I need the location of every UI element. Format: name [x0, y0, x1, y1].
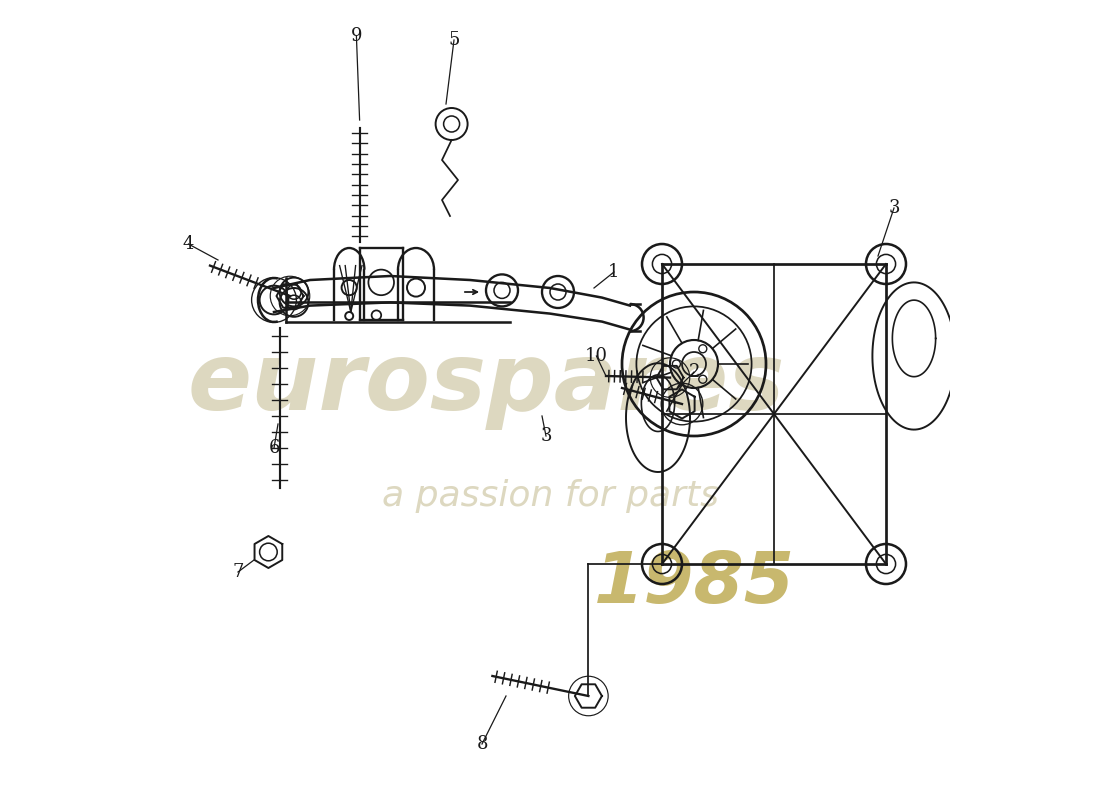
Text: 8: 8	[476, 735, 487, 753]
Text: a passion for parts: a passion for parts	[382, 479, 718, 513]
Text: 1985: 1985	[594, 550, 794, 618]
Text: 9: 9	[351, 27, 362, 45]
Text: 2: 2	[689, 363, 700, 381]
Text: eurospares: eurospares	[187, 338, 784, 430]
Text: 3: 3	[889, 199, 900, 217]
Text: 10: 10	[585, 347, 608, 365]
Text: 3: 3	[540, 427, 552, 445]
Text: 1: 1	[608, 263, 619, 281]
Text: 7: 7	[232, 563, 244, 581]
Text: 6: 6	[268, 439, 279, 457]
Text: 5: 5	[449, 31, 460, 49]
Text: 4: 4	[183, 235, 194, 253]
